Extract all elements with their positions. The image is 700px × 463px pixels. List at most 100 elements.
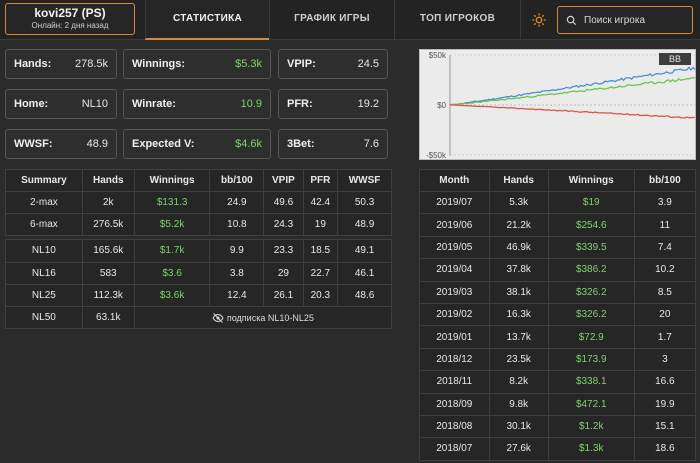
table-cell: 19.9: [633, 392, 697, 416]
search-icon: [566, 15, 577, 25]
table-cell: 49.1: [337, 239, 392, 263]
table-row: 6-max 276.5k $5.2k 10.8 24.3 19 48.9: [5, 213, 392, 237]
stat-label: PFR:: [287, 98, 313, 110]
table-cell: $1.2k: [547, 414, 635, 439]
table-cell: 18.5: [302, 239, 339, 263]
table-cell: 7.4: [633, 235, 697, 260]
stat-card: Expected V: $4.6k: [123, 129, 271, 159]
table-cell: 48.6: [337, 283, 392, 307]
column-header[interactable]: Winnings: [547, 169, 635, 192]
table-row: NL25 112.3k $3.6k 12.4 26.1 20.3 48.6: [5, 283, 392, 307]
column-header[interactable]: bb/100: [633, 169, 697, 192]
column-header[interactable]: WWSF: [337, 169, 392, 192]
table-row: 2019/05 46.9k $339.5 7.4: [419, 235, 697, 260]
table-cell: 112.3k: [81, 283, 135, 307]
y-tick-label: $50k: [429, 51, 447, 60]
table-row: 2019/06 21.2k $254.6 11: [419, 213, 697, 237]
table-cell: 2018/12: [419, 347, 490, 372]
stat-label: WWSF:: [14, 138, 53, 150]
table-cell: 5.3k: [488, 190, 549, 215]
table-cell: 38.1k: [488, 280, 549, 304]
table-cell: 2019/06: [419, 213, 490, 237]
table-row-locked: NL50 63.1k подписка NL10-NL25: [5, 305, 393, 330]
search-placeholder: Поиск игрока: [584, 14, 646, 26]
column-header[interactable]: Month: [419, 169, 490, 192]
stat-card: VPIP: 24.5: [278, 49, 388, 79]
stat-value: 10.9: [240, 98, 262, 110]
stat-label: Expected V:: [132, 138, 195, 150]
table-cell: $339.5: [547, 235, 635, 260]
table-cell: $326.2: [547, 280, 635, 304]
table-cell: 3: [633, 347, 697, 372]
column-header[interactable]: Hands: [81, 169, 135, 192]
stat-value: NL10: [81, 98, 108, 110]
nonsd-line: [449, 104, 696, 119]
table-cell: 2019/03: [419, 280, 490, 304]
stat-label: Winrate:: [132, 98, 176, 110]
column-header[interactable]: Summary: [5, 169, 83, 192]
tab-game-graph[interactable]: ГРАФИК ИГРЫ: [269, 0, 394, 40]
table-cell: NL16: [5, 261, 83, 285]
expected-line: [449, 66, 696, 106]
table-cell: $19: [547, 190, 635, 215]
player-search-input[interactable]: Поиск игрока: [557, 6, 693, 34]
monthly-table: Month Hands Winnings bb/100 2019/07 5.3k $19 3…: [419, 169, 697, 461]
column-header[interactable]: bb/100: [209, 169, 265, 192]
table-cell: 24.3: [263, 213, 304, 237]
table-cell: 46.9k: [488, 235, 549, 260]
table-row: NL10 165.6k $1.7k 9.9 23.3 18.5 49.1: [5, 239, 392, 263]
stat-card: Winnings: $5.3k: [123, 49, 271, 79]
table-cell: 19: [302, 213, 339, 237]
stat-card: WWSF: 48.9: [5, 129, 117, 159]
table-cell: 2019/05: [419, 235, 490, 260]
stat-value: 48.9: [86, 138, 108, 150]
tab-statistics[interactable]: СТАТИСТИКА: [145, 0, 269, 40]
bb-toggle-badge[interactable]: BB: [659, 53, 691, 65]
table-cell: 2018/11: [419, 370, 490, 394]
table-cell: 2019/02: [419, 302, 490, 327]
table-cell: $3.6k: [133, 283, 211, 307]
table-cell: 21.2k: [488, 213, 549, 237]
winnings-line: [449, 77, 696, 106]
table-cell: 2-max: [5, 190, 83, 215]
table-cell: 276.5k: [81, 213, 135, 237]
row-separator: [5, 235, 392, 240]
stat-label: Home:: [14, 98, 49, 110]
table-cell: 23.3: [263, 239, 304, 263]
player-badge[interactable]: kovi257 (PS) Онлайн: 2 дня назад: [5, 3, 135, 35]
table-cell: 50.3: [337, 190, 392, 215]
column-header[interactable]: VPIP: [263, 169, 304, 192]
table-cell: 24.9: [209, 190, 265, 215]
tab-top-players[interactable]: ТОП ИГРОКОВ: [394, 0, 520, 40]
column-header[interactable]: PFR: [302, 169, 339, 192]
stat-card: Winrate: 10.9: [123, 89, 271, 119]
settings-button[interactable]: [520, 0, 556, 40]
table-cell: 27.6k: [488, 437, 549, 461]
table-cell: 46.1: [337, 261, 392, 285]
column-header[interactable]: Winnings: [133, 169, 211, 192]
winnings-graph[interactable]: $50k $0 -$50k BB: [419, 49, 697, 160]
table-cell: 18.6: [633, 437, 697, 461]
table-cell: 10.2: [633, 258, 697, 282]
table-cell: 6-max: [5, 213, 83, 237]
table-cell: 20: [633, 302, 697, 327]
y-tick-label: -$50k: [426, 151, 447, 160]
table-row: 2018/09 9.8k $472.1 19.9: [419, 392, 697, 416]
table-cell: 48.9: [337, 213, 392, 237]
table-row: 2019/03 38.1k $326.2 8.5: [419, 280, 697, 304]
stat-label: 3Bet:: [287, 138, 315, 150]
table-cell: 8.2k: [488, 370, 549, 394]
player-name: kovi257 (PS): [34, 6, 106, 20]
table-cell: 10.8: [209, 213, 265, 237]
table-cell: 1.7: [633, 325, 697, 349]
subscription-note[interactable]: подписка NL10-NL25: [133, 305, 393, 330]
stat-value: 278.5k: [74, 58, 108, 70]
table-cell: 20.3: [302, 283, 339, 307]
table-cell: 26.1: [263, 283, 304, 307]
column-header[interactable]: Hands: [488, 169, 549, 192]
table-row: NL16 583 $3.6 3.8 29 22.7 46.1: [5, 261, 392, 285]
stat-label: Hands:: [14, 58, 52, 70]
table-cell: 9.9: [209, 239, 265, 263]
top-nav-bar: kovi257 (PS) Онлайн: 2 дня назад СТАТИСТ…: [0, 0, 700, 40]
table-cell: $1.7k: [133, 239, 211, 263]
